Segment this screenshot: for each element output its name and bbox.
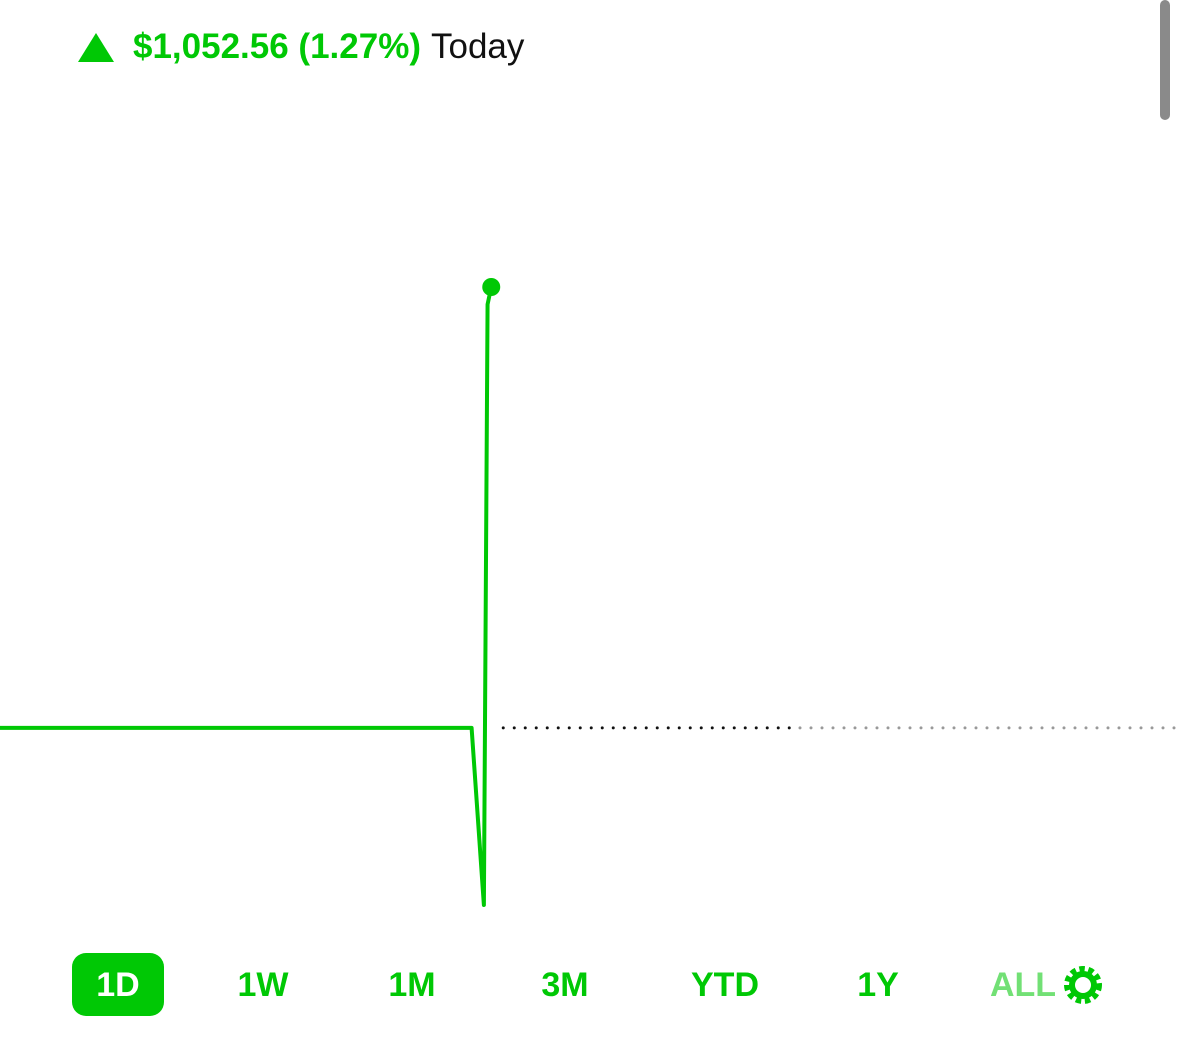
gear-ring bbox=[1069, 971, 1097, 999]
chart bbox=[0, 278, 1179, 907]
gear-teeth bbox=[1064, 966, 1102, 1004]
tab[interactable]: 1Y bbox=[857, 966, 899, 1004]
scrollbar bbox=[1160, 0, 1170, 120]
period: Today bbox=[431, 27, 525, 66]
tab[interactable]: ALL bbox=[990, 966, 1056, 1004]
tab[interactable]: YTD bbox=[691, 966, 759, 1004]
tab-selected-bg bbox=[72, 953, 164, 1016]
change: $1,052.56 (1.27%) bbox=[133, 27, 421, 66]
current-point bbox=[482, 278, 501, 296]
up-arrow bbox=[78, 33, 114, 62]
tab[interactable]: 1M bbox=[388, 966, 435, 1004]
tab[interactable]: 1D bbox=[96, 966, 139, 1004]
tab[interactable]: 1W bbox=[238, 966, 290, 1004]
price-line bbox=[0, 286, 494, 907]
settings-icon[interactable] bbox=[1064, 966, 1102, 1004]
header: $1,052.56 (1.27%) Today bbox=[133, 27, 525, 66]
tabs: 1D 1W 1M 3M YTD 1Y ALL bbox=[72, 953, 1056, 1016]
tab[interactable]: 3M bbox=[541, 966, 588, 1004]
